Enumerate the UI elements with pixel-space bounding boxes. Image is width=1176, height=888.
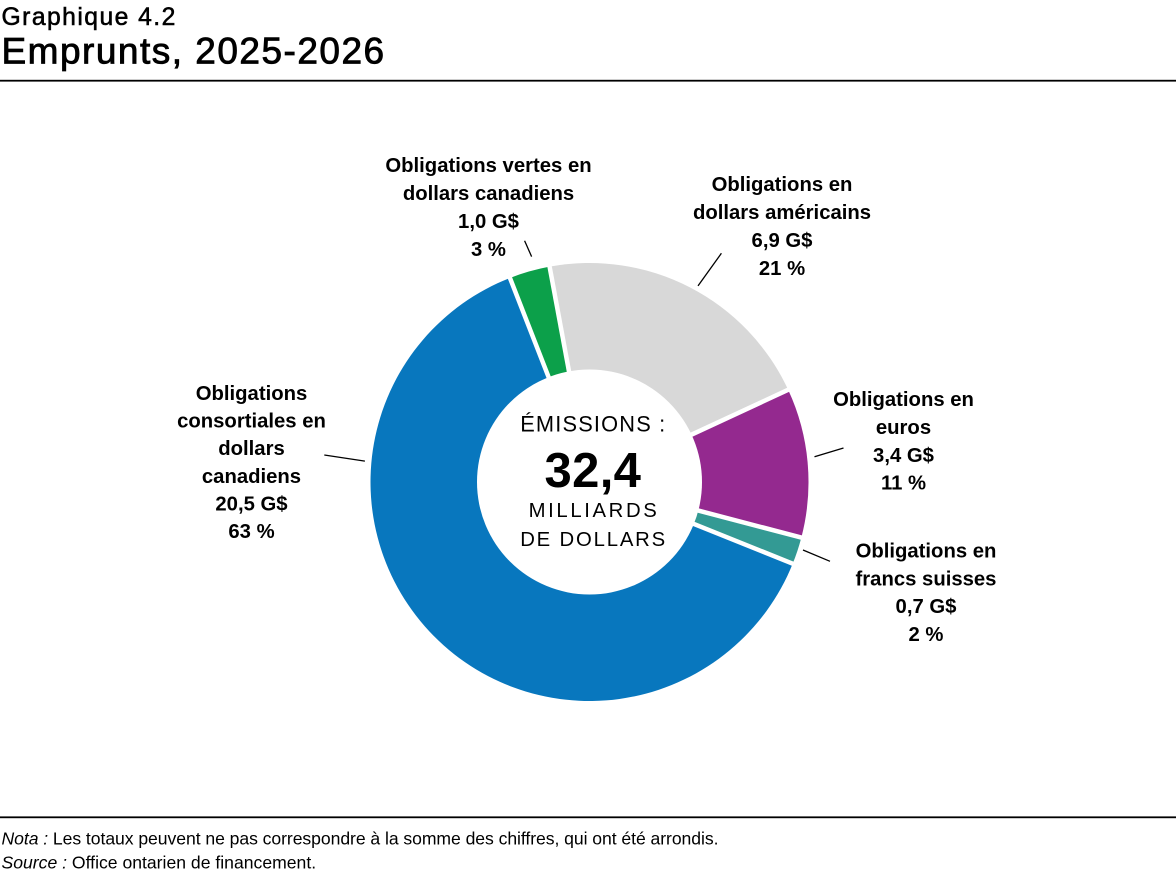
svg-text:2 %: 2 % (909, 624, 944, 646)
svg-text:Source : Office ontarien de fi: Source : Office ontarien de financement. (2, 852, 317, 872)
svg-text:32,4: 32,4 (544, 444, 641, 498)
svg-text:0,7 G$: 0,7 G$ (896, 596, 957, 618)
svg-text:Graphique 4.2: Graphique 4.2 (2, 4, 176, 31)
svg-text:dollars canadiens: dollars canadiens (403, 183, 574, 205)
svg-text:DE DOLLARS: DE DOLLARS (520, 529, 665, 551)
svg-text:dollars: dollars (218, 438, 285, 460)
svg-text:dollars américains: dollars américains (693, 202, 871, 224)
svg-text:Obligations en: Obligations en (833, 389, 974, 411)
svg-text:canadiens: canadiens (202, 466, 301, 488)
svg-text:francs suisses: francs suisses (856, 568, 997, 590)
svg-text:Obligations en: Obligations en (856, 540, 997, 562)
svg-text:consortiales en: consortiales en (177, 411, 326, 433)
svg-text:Obligations: Obligations (196, 383, 308, 405)
svg-text:3,4 G$: 3,4 G$ (873, 445, 934, 467)
svg-text:ÉMISSIONS :: ÉMISSIONS : (520, 412, 665, 437)
svg-text:21 %: 21 % (759, 258, 805, 280)
svg-text:euros: euros (876, 417, 931, 439)
svg-text:3 %: 3 % (471, 239, 506, 261)
svg-text:Obligations vertes en: Obligations vertes en (385, 155, 591, 177)
svg-text:63 %: 63 % (228, 521, 274, 543)
svg-text:Nota : Les totaux peuvent ne p: Nota : Les totaux peuvent ne pas corresp… (2, 828, 719, 848)
svg-text:MILLIARDS: MILLIARDS (529, 500, 657, 522)
svg-text:6,9 G$: 6,9 G$ (752, 230, 813, 252)
svg-text:1,0 G$: 1,0 G$ (458, 211, 519, 233)
svg-text:11 %: 11 % (881, 473, 926, 495)
svg-text:20,5 G$: 20,5 G$ (215, 493, 287, 515)
svg-text:Obligations en: Obligations en (712, 174, 853, 196)
svg-text:Emprunts, 2025-2026: Emprunts, 2025-2026 (2, 31, 385, 72)
